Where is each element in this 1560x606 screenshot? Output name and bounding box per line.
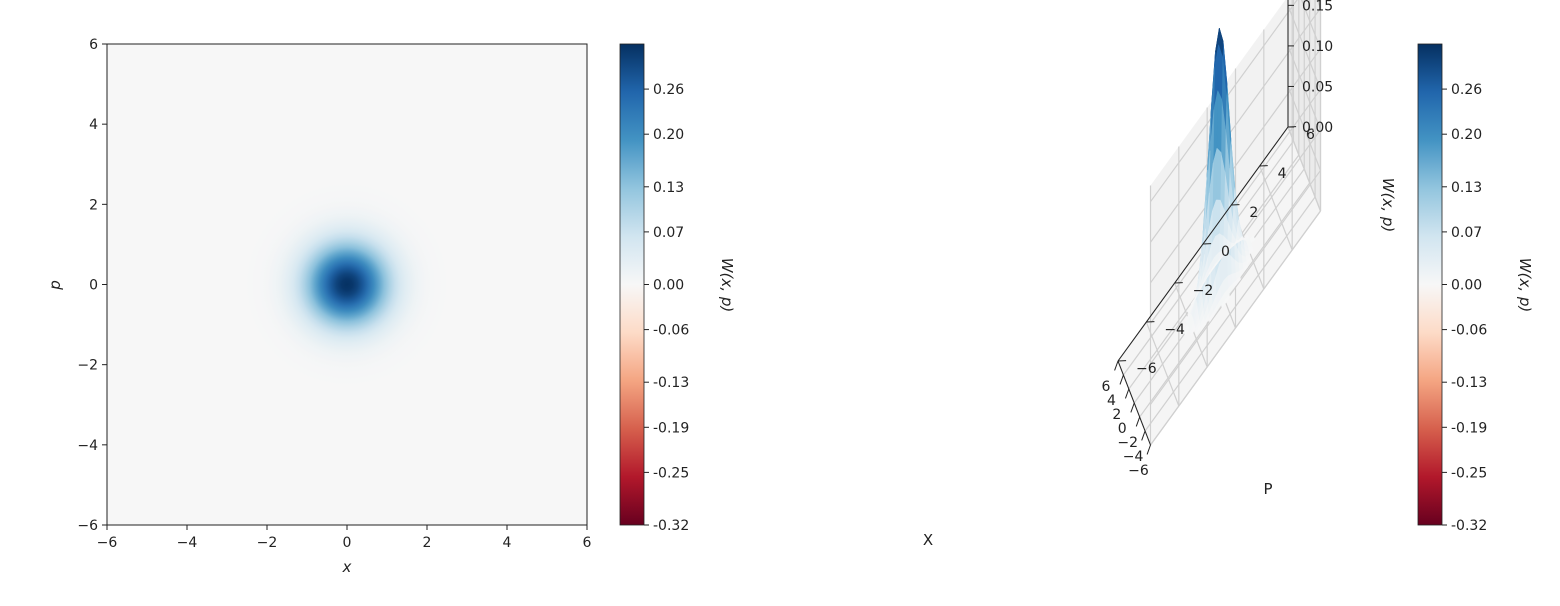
x-axis-tick	[1146, 444, 1151, 455]
colorbar-tick-label: -0.32	[1451, 518, 1487, 534]
colorbar-tick-label: -0.32	[653, 518, 689, 534]
colorbar-tick-label: -0.19	[1451, 420, 1487, 436]
colorbar-tick-label: -0.19	[653, 420, 689, 436]
heatmap-y-tick-label: −4	[77, 438, 98, 454]
surface-chart: −6−4−20246−6−4−202460.000.050.100.150.20…	[923, 0, 1397, 549]
colorbar-right: 0.26 0.20 0.13 0.07 0.00 -0.06 -0.13 -0.19 -0.25…	[1417, 43, 1534, 534]
colorbar-tick-label: 0.00	[653, 278, 684, 294]
x-axis-tick-label: 2	[1112, 407, 1121, 423]
surface-axes: −6−4−20246−6−4−202460.000.050.100.150.20…	[1102, 0, 1333, 479]
x-axis-tick-label: −4	[1123, 449, 1144, 465]
p-axis-tick-label: −6	[1136, 361, 1157, 377]
side-grid-z	[1150, 48, 1321, 284]
heatmap-y-tick-label: 2	[89, 197, 98, 213]
colorbar-tick-label: -0.06	[1451, 323, 1487, 339]
heatmap-blob	[107, 44, 587, 525]
p-axis-tick-label: 2	[1249, 205, 1258, 221]
z-axis-tick-label: 0.00	[1302, 120, 1333, 136]
floor-grid-p	[1259, 165, 1293, 251]
x-axis-tick-label: 6	[1102, 379, 1111, 395]
x-axis-tick-label: −6	[1128, 463, 1149, 479]
back-grid-z	[1287, 86, 1322, 171]
colorbar-tick-label: 0.07	[653, 225, 684, 241]
surface-facet	[1183, 323, 1189, 334]
x-axis-tick	[1141, 430, 1146, 441]
surface-facet	[1197, 284, 1203, 293]
colorbar-tick-label: 0.20	[1451, 127, 1482, 143]
x-axis-tick-label: 0	[1118, 421, 1127, 437]
colorbar-tick-label: -0.06	[653, 323, 689, 339]
colorbar-left-ticks: 0.26 0.20 0.13 0.07 0.00 -0.06 -0.13 -0.19 -0.25…	[644, 82, 689, 534]
surface-facet	[1208, 267, 1214, 275]
surface-facet	[1185, 313, 1191, 323]
colorbar-right-ticks: 0.26 0.20 0.13 0.07 0.00 -0.06 -0.13 -0.19 -0.25…	[1442, 82, 1487, 534]
x-axis-tick	[1119, 374, 1124, 385]
surface-y-label: P	[1263, 480, 1272, 498]
floor-grid-p	[1145, 321, 1180, 407]
p-axis-tick-label: −4	[1164, 322, 1185, 338]
side-grid-z	[1150, 170, 1321, 405]
colorbar-tick-label: 0.26	[653, 82, 684, 98]
x-axis-tick	[1130, 402, 1135, 413]
colorbar-right-bar	[1417, 43, 1443, 526]
back-grid-z	[1300, 0, 1322, 50]
colorbar-tick-label: 0.13	[653, 180, 684, 196]
x-axis-tick-label: −2	[1117, 435, 1138, 451]
heatmap-x-label: x	[342, 558, 352, 576]
heatmap-y-tick-label: 0	[89, 278, 98, 294]
heatmap-y-tick-label: −2	[77, 358, 98, 374]
back-grid-z	[1287, 45, 1322, 131]
colorbar-tick-label: 0.07	[1451, 225, 1482, 241]
side-grid-z	[1150, 7, 1321, 243]
colorbar-tick-label: 0.00	[1451, 278, 1482, 294]
z-axis-tick-label: 0.15	[1302, 0, 1333, 14]
heatmap-y-tick-label: 6	[89, 37, 98, 53]
surface-facet	[1190, 297, 1196, 306]
back-grid-z	[1287, 5, 1322, 90]
heatmap-y-tick-label: 4	[89, 117, 98, 133]
colorbar-right-label: W(x, p)	[1516, 258, 1534, 312]
colorbar-tick-label: 0.26	[1451, 82, 1482, 98]
heatmap-y-tick-label: −6	[77, 518, 98, 534]
side-grid-z	[1150, 210, 1321, 446]
surface-x-label: X	[923, 531, 933, 549]
heatmap-x-tick-label: 2	[423, 535, 432, 551]
colorbar-tick-label: 0.20	[653, 127, 684, 143]
x-axis-tick	[1135, 416, 1141, 427]
z-axis-tick-label: 0.10	[1302, 39, 1333, 55]
colorbar-tick-label: -0.25	[653, 465, 689, 481]
heatmap-y-ticks: −6 −4 −2 0 2 4 6	[77, 37, 107, 534]
colorbar-tick-label: -0.13	[1451, 375, 1487, 391]
heatmap-x-tick-label: 0	[343, 535, 352, 551]
heatmap-x-tick-label: −4	[177, 535, 198, 551]
back-grid-z	[1287, 126, 1322, 212]
surface-z-label: W(x, p)	[1379, 178, 1397, 232]
heatmap-x-tick-label: 4	[503, 535, 512, 551]
colorbar-tick-label: -0.13	[653, 375, 689, 391]
p-axis-tick-label: −2	[1193, 283, 1214, 299]
side-grid-z	[1150, 0, 1298, 203]
colorbar-tick-label: 0.13	[1451, 180, 1482, 196]
heatmap-x-tick-label: −2	[257, 535, 278, 551]
colorbar-left-label: W(x, p)	[718, 258, 736, 312]
colorbar-left-bar	[619, 43, 645, 526]
x-axis-tick-label: 4	[1107, 393, 1116, 409]
p-axis-tick-label: 4	[1278, 166, 1287, 182]
heatmap-x-tick-label: 6	[583, 535, 592, 551]
colorbar-tick-label: -0.25	[1451, 465, 1487, 481]
x-axis-tick	[1124, 388, 1130, 399]
p-axis-tick-label: 0	[1221, 244, 1230, 260]
colorbar-left: 0.26 0.20 0.13 0.07 0.00 -0.06 -0.13 -0.19 -0.25…	[619, 43, 736, 534]
x-axis-tick	[1114, 360, 1119, 371]
heatmap-x-ticks: −6 −4 −2 0 2 4 6	[97, 525, 592, 551]
heatmap-chart: −6 −4 −2 0 2 4 6 −6 −4 −2 0 2 4 6 x p	[46, 37, 592, 576]
z-axis-tick-label: 0.05	[1302, 79, 1333, 95]
heatmap-y-label: p	[46, 280, 64, 291]
heatmap-x-tick-label: −6	[97, 535, 118, 551]
p-axis-tick-label: 6	[1306, 127, 1315, 143]
